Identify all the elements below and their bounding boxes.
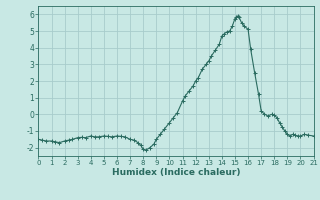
- X-axis label: Humidex (Indice chaleur): Humidex (Indice chaleur): [112, 168, 240, 177]
